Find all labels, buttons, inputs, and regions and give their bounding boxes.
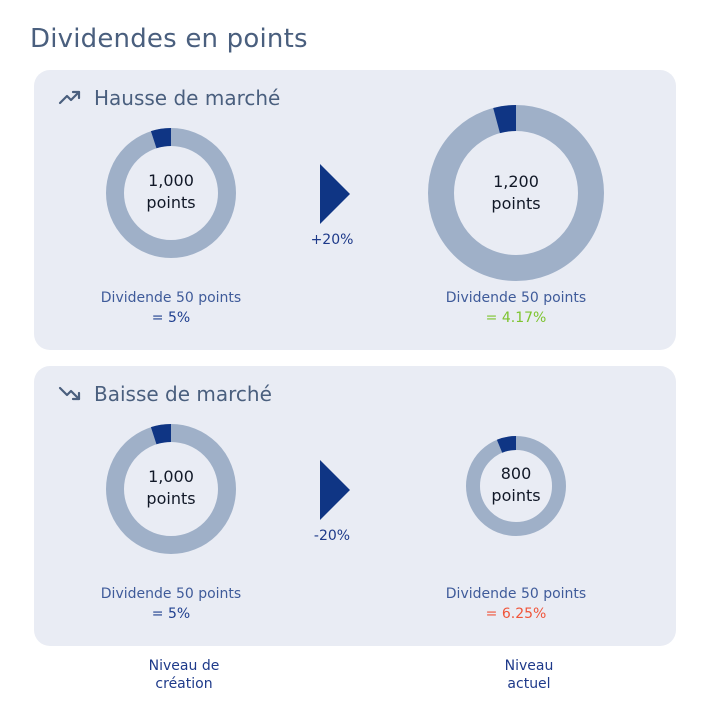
label-creation-level: Niveau de création <box>114 657 254 693</box>
market-down-header: Baisse de marché <box>58 376 272 412</box>
trend-down-icon <box>58 382 82 406</box>
donut-up-start-unit: points <box>146 193 196 212</box>
donut-down-end: 800 points <box>466 436 566 536</box>
donut-up-end: 1,200 points <box>428 105 604 281</box>
trend-up-icon <box>58 86 82 110</box>
caption-down-end-pct: = 6.25% <box>485 606 547 622</box>
donut-up-start: 1,000 points <box>106 128 236 258</box>
arrow-up-icon <box>320 164 350 224</box>
market-up-panel: Hausse de marché 1,000 points +20% 1,200… <box>34 70 676 350</box>
market-down-panel: Baisse de marché 1,000 points -20% 800 p… <box>34 366 676 646</box>
label-current-text: Niveau actuel <box>504 658 554 692</box>
caption-up-start-pct: = 5% <box>151 310 191 326</box>
donut-up-end-chart <box>428 105 604 281</box>
caption-up-end-pct: = 4.17% <box>485 310 547 326</box>
donut-down-start-value: 1,000 <box>148 467 194 486</box>
change-down: -20% <box>313 528 351 544</box>
donut-down-start-label: 1,000 points <box>106 466 236 510</box>
page-title: Dividendes en points <box>30 24 308 54</box>
caption-up-end-label: Dividende 50 points <box>445 290 587 306</box>
donut-down-start-unit: points <box>146 489 196 508</box>
dividend-slice <box>496 436 516 453</box>
change-up: +20% <box>310 232 354 248</box>
donut-up-start-chart <box>106 128 236 258</box>
donut-up-start-value: 1,000 <box>148 171 194 190</box>
market-up-header: Hausse de marché <box>58 80 280 116</box>
caption-up-start: Dividende 50 points = 5% <box>51 288 291 328</box>
donut-down-end-unit: points <box>491 486 541 505</box>
arrow-down-icon <box>320 460 350 520</box>
market-up-title: Hausse de marché <box>94 86 281 110</box>
caption-down-start-pct: = 5% <box>151 606 191 622</box>
caption-down-end: Dividende 50 points = 6.25% <box>396 584 636 624</box>
caption-up-start-label: Dividende 50 points <box>100 290 242 306</box>
caption-up-end: Dividende 50 points = 4.17% <box>396 288 636 328</box>
dividend-slice <box>150 128 171 149</box>
caption-down-start-label: Dividende 50 points <box>100 586 242 602</box>
market-down-title: Baisse de marché <box>94 382 272 406</box>
donut-down-start-chart <box>106 424 236 554</box>
dividend-slice <box>150 424 171 445</box>
donut-up-end-label: 1,200 points <box>428 171 604 215</box>
label-current-level: Niveau actuel <box>459 657 599 693</box>
label-creation-text: Niveau de création <box>148 658 220 692</box>
donut-down-end-chart <box>466 436 566 536</box>
donut-up-start-label: 1,000 points <box>106 170 236 214</box>
donut-down-end-value: 800 <box>500 464 532 483</box>
caption-down-start: Dividende 50 points = 5% <box>51 584 291 624</box>
donut-down-start: 1,000 points <box>106 424 236 554</box>
caption-down-end-label: Dividende 50 points <box>445 586 587 602</box>
donut-down-end-label: 800 points <box>466 463 566 507</box>
dividend-slice <box>493 105 516 134</box>
donut-up-end-value: 1,200 <box>493 172 539 191</box>
donut-up-end-unit: points <box>491 194 541 213</box>
